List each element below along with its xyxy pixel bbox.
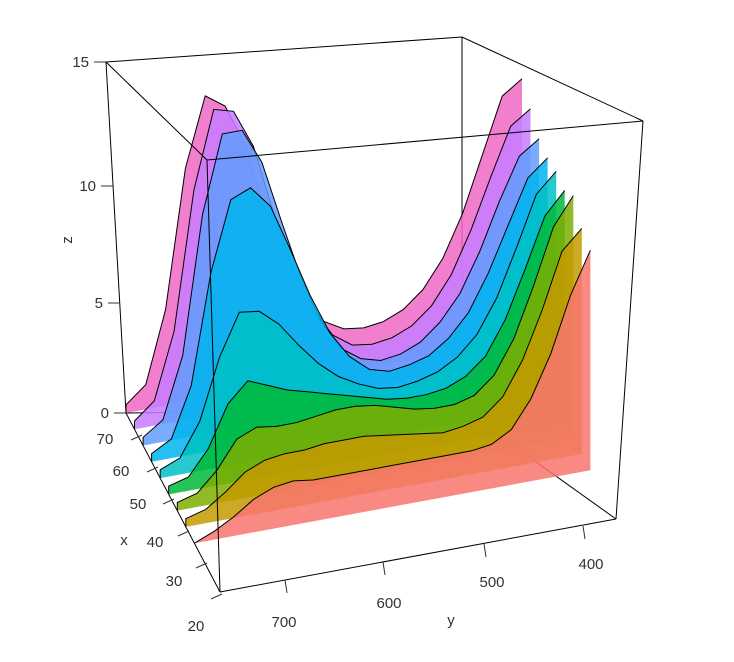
ribbon-area-x35 bbox=[194, 250, 591, 544]
y-axis-label: y bbox=[447, 612, 455, 629]
x-tick-mark bbox=[177, 530, 190, 537]
x-tick-mark bbox=[210, 593, 223, 600]
x-tick-mark bbox=[162, 498, 175, 505]
y-tick-label: 600 bbox=[376, 595, 401, 612]
y-tick-label: 400 bbox=[578, 556, 603, 573]
x-tick-mark bbox=[130, 434, 143, 441]
y-tick-mark bbox=[483, 543, 487, 558]
z-tick-label: 10 bbox=[79, 178, 96, 195]
y-tick-label: 500 bbox=[479, 574, 504, 591]
x-tick-label: 30 bbox=[166, 573, 183, 590]
box-front-edges bbox=[105, 61, 644, 593]
box-edge bbox=[105, 61, 127, 414]
box-edge bbox=[125, 412, 221, 593]
z-tick-label: 0 bbox=[101, 405, 109, 422]
ribbon-series bbox=[125, 78, 591, 544]
ribbon-line-x50 bbox=[168, 190, 566, 495]
y-tick-mark bbox=[582, 525, 586, 540]
x-tick-label: 50 bbox=[130, 496, 147, 513]
ribbon-line-x40 bbox=[185, 228, 583, 527]
x-tick-mark bbox=[195, 562, 208, 569]
z-axis: 15 10 5 0 z bbox=[59, 54, 126, 422]
box-edge bbox=[206, 159, 221, 593]
x-axis-label: x bbox=[120, 532, 128, 549]
z-tick-label: 5 bbox=[95, 295, 103, 312]
ribbon-line-x45 bbox=[176, 195, 574, 511]
y-tick-mark bbox=[284, 579, 288, 594]
y-tick-label: 700 bbox=[271, 614, 296, 631]
box-edge bbox=[615, 120, 644, 520]
ribbon-line-x35 bbox=[194, 249, 591, 544]
x-tick-label: 70 bbox=[97, 431, 114, 448]
box-edge bbox=[105, 36, 463, 63]
x-tick-mark bbox=[146, 466, 159, 473]
x-tick-label: 40 bbox=[147, 534, 164, 551]
z-tick-label: 15 bbox=[72, 54, 89, 71]
y-tick-mark bbox=[382, 561, 386, 576]
ribbon-line-x60 bbox=[151, 157, 548, 462]
z-axis-label: z bbox=[59, 236, 76, 244]
x-axis: 20 30 40 50 60 70 x bbox=[97, 431, 223, 635]
y-axis: 700 600 500 400 y bbox=[271, 525, 604, 631]
ribbon-line-x55 bbox=[159, 170, 557, 479]
box-edge bbox=[461, 36, 644, 122]
box-edge bbox=[206, 120, 644, 161]
x-tick-label: 20 bbox=[188, 618, 205, 635]
x-tick-label: 60 bbox=[113, 463, 130, 480]
box-edge bbox=[105, 61, 208, 161]
box-edge bbox=[219, 518, 617, 593]
